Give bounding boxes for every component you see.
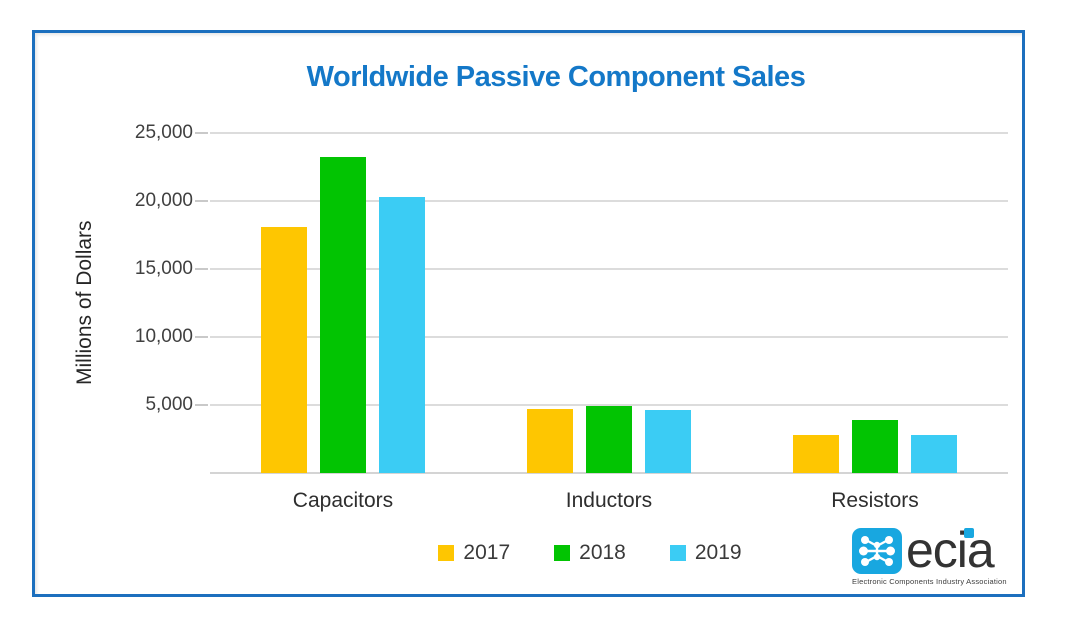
legend-swatch-2018 — [554, 545, 571, 561]
legend-label-2018: 2018 — [579, 541, 626, 564]
bar-capacitors-2019 — [379, 196, 425, 473]
bar-group-inductors — [476, 133, 742, 473]
bar-groups — [210, 133, 1008, 473]
y-tick-label-5,000: 5,000 — [145, 394, 193, 415]
bar-inductors-2018 — [586, 406, 632, 473]
bar-inductors-2017 — [527, 409, 573, 473]
gridline-10,000 — [210, 336, 1008, 338]
x-category-labels: Capacitors Inductors Resistors — [210, 489, 1008, 513]
bar-resistors-2019 — [911, 434, 957, 473]
bar-capacitors-2018 — [320, 157, 366, 473]
x-category-label-inductors: Inductors — [565, 489, 653, 512]
y-tick-mark — [195, 268, 208, 270]
gridline-15,000 — [210, 268, 1008, 270]
y-tick-mark — [195, 404, 208, 406]
gridlines — [210, 132, 1008, 473]
bar-group-capacitors — [210, 133, 476, 473]
ecia-logo-tagline: Electronic Components Industry Associati… — [852, 577, 1007, 586]
legend-label-2019: 2019 — [694, 541, 742, 564]
bar-capacitors-2017 — [261, 226, 307, 473]
ecia-logo-word: ecia — [906, 522, 995, 578]
legend: 2017 2018 2019 — [210, 541, 970, 565]
ecia-logo-mark-icon — [852, 528, 902, 574]
x-category-label-capacitors: Capacitors — [292, 489, 394, 512]
ecia-logo: ecia Electronic Components Industry Asso… — [852, 525, 1014, 586]
legend-item-2017: 2017 — [438, 541, 510, 565]
y-tick-label-10,000: 10,000 — [134, 326, 193, 347]
ecia-i-dot-icon — [964, 528, 974, 538]
y-tick-label-20,000: 20,000 — [134, 190, 193, 211]
legend-swatch-2017 — [438, 545, 455, 561]
gridline-20,000 — [210, 200, 1008, 202]
legend-label-2017: 2017 — [463, 541, 511, 564]
y-tick-mark — [195, 336, 208, 338]
x-category-label-resistors: Resistors — [831, 489, 919, 512]
bar-group-resistors — [742, 133, 1008, 473]
legend-item-2019: 2019 — [669, 541, 742, 565]
y-tick-mark — [195, 132, 208, 134]
x-axis-line — [210, 472, 1008, 474]
y-tick-label-25,000: 25,000 — [134, 122, 193, 143]
y-tick-label-15,000: 15,000 — [134, 258, 193, 279]
bar-resistors-2018 — [852, 419, 898, 473]
bar-resistors-2017 — [793, 434, 839, 473]
ecia-logo-text: ecia — [906, 525, 995, 575]
chart-title: Worldwide Passive Component Sales — [306, 61, 806, 93]
chart-frame: Worldwide Passive Component Sales Millio… — [32, 30, 1025, 597]
gridline-5,000 — [210, 404, 1008, 406]
y-tick-labels: 5,000 10,000 15,000 20,000 25,000 — [35, 122, 193, 473]
gridline-25,000 — [210, 132, 1008, 134]
y-tick-mark — [195, 200, 208, 202]
ecia-logo-row: ecia — [852, 525, 1014, 575]
plot-area — [210, 132, 1008, 474]
legend-swatch-2019 — [669, 545, 686, 561]
bar-inductors-2019 — [645, 410, 691, 473]
legend-item-2018: 2018 — [554, 541, 626, 565]
